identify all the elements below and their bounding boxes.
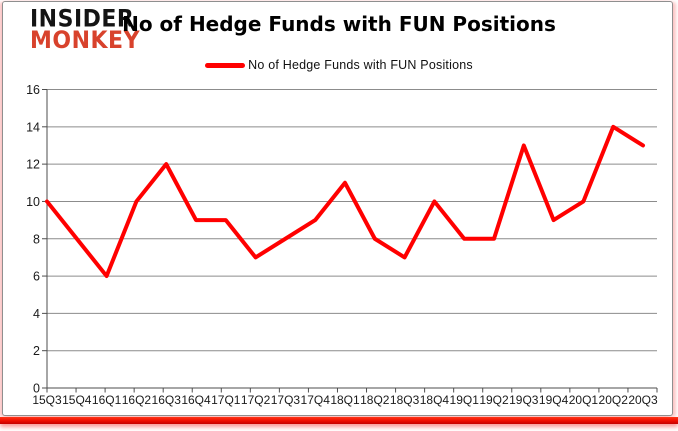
logo-line-monkey: MONKEY bbox=[30, 27, 141, 55]
y-axis-tick-label: 0 bbox=[33, 382, 40, 396]
x-axis-tick-label: 19Q1 bbox=[450, 393, 480, 407]
y-axis-tick-label: 2 bbox=[33, 344, 40, 358]
x-axis-tick-label: 17Q3 bbox=[271, 393, 301, 407]
x-axis-tick-label: 17Q4 bbox=[301, 393, 331, 407]
x-axis-tick-label: 16Q3 bbox=[152, 393, 182, 407]
x-axis-tick-label: 17Q1 bbox=[211, 393, 241, 407]
legend-label: No of Hedge Funds with FUN Positions bbox=[248, 58, 473, 72]
x-axis-tick-label: 16Q1 bbox=[92, 393, 122, 407]
insider-monkey-logo: INSIDER MONKEY bbox=[30, 5, 141, 55]
x-axis-tick-label: 18Q3 bbox=[390, 393, 420, 407]
x-axis-tick-label: 19Q4 bbox=[539, 393, 569, 407]
x-axis-tick-label: 16Q4 bbox=[181, 393, 211, 407]
x-axis-tick-label: 18Q2 bbox=[360, 393, 390, 407]
y-axis-tick-label: 8 bbox=[33, 232, 40, 246]
y-axis-tick-label: 14 bbox=[26, 120, 40, 134]
x-axis-tick-label: 18Q1 bbox=[330, 393, 360, 407]
x-axis-tick-label: 20Q3 bbox=[628, 393, 658, 407]
x-axis-tick-label: 19Q3 bbox=[509, 393, 539, 407]
y-axis-tick-label: 12 bbox=[26, 158, 40, 172]
x-axis-tick-label: 20Q1 bbox=[569, 393, 599, 407]
chart-legend: No of Hedge Funds with FUN Positions bbox=[0, 57, 678, 73]
bottom-red-bar bbox=[0, 417, 678, 424]
y-axis-tick-label: 4 bbox=[33, 307, 40, 321]
x-axis-tick-label: 20Q2 bbox=[599, 393, 629, 407]
chart-title: No of Hedge Funds with FUN Positions bbox=[122, 12, 556, 36]
data-line-series bbox=[45, 124, 645, 279]
y-axis-tick-label: 10 bbox=[26, 195, 40, 209]
chart-frame bbox=[2, 1, 673, 416]
y-axis-tick-label: 16 bbox=[26, 83, 40, 97]
logo-line-insider: INSIDER bbox=[30, 5, 135, 33]
x-axis-tick-label: 19Q2 bbox=[479, 393, 509, 407]
x-axis-tick-label: 17Q2 bbox=[241, 393, 271, 407]
legend-line-swatch bbox=[205, 62, 246, 68]
x-axis-tick-label: 18Q4 bbox=[420, 393, 450, 407]
y-axis-tick-label: 6 bbox=[33, 270, 40, 284]
x-axis-tick-label: 16Q2 bbox=[122, 393, 152, 407]
x-axis-tick-label: 15Q4 bbox=[62, 393, 92, 407]
x-axis-tick-label: 15Q3 bbox=[32, 393, 62, 407]
